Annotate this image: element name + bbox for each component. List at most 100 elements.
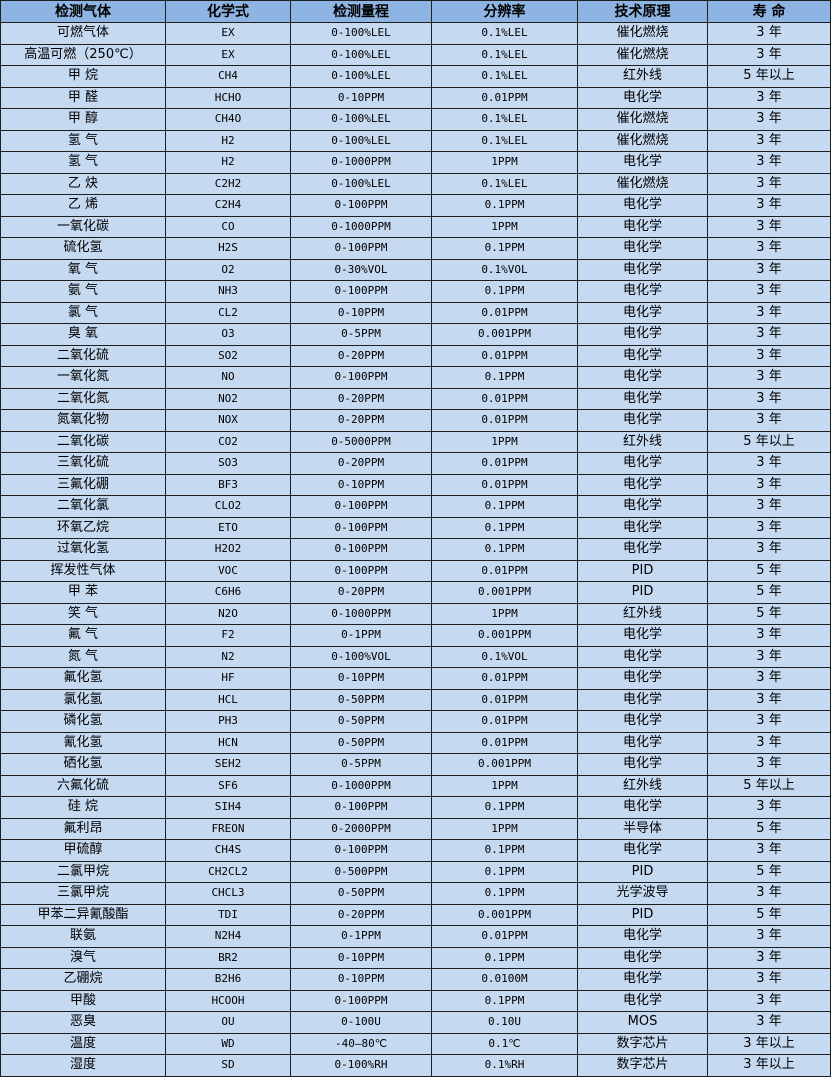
lifespan-cell: 3 年 [707,194,831,217]
principle-cell: 催化燃烧 [577,43,708,66]
formula-cell: C2H4 [165,194,291,217]
table-row: 可燃气体 EX 0-100%LEL 0.1%LEL 催化燃烧 3 年 [0,22,831,45]
formula-cell: CHCL3 [165,882,291,905]
gas-cell: 乙 烯 [0,194,166,217]
formula-cell: SO3 [165,452,291,475]
table-row: 磷化氢 PH3 0-50PPM 0.01PPM 电化学 3 年 [0,710,831,733]
gas-cell: 氟 气 [0,624,166,647]
principle-cell: 电化学 [577,237,708,260]
resolution-cell: 0.1%LEL [431,172,578,195]
table-row: 二氧化硫 SO2 0-20PPM 0.01PPM 电化学 3 年 [0,344,831,367]
table-row: 挥发性气体 VOC 0-100PPM 0.01PPM PID 5 年 [0,559,831,582]
resolution-cell: 0.01PPM [431,473,578,496]
resolution-cell: 1PPM [431,430,578,453]
gas-cell: 过氧化氢 [0,538,166,561]
resolution-cell: 0.01PPM [431,452,578,475]
principle-cell: 电化学 [577,280,708,303]
principle-cell: 电化学 [577,731,708,754]
resolution-cell: 0.0100M [431,968,578,991]
gas-cell: 二氧化氯 [0,495,166,518]
range-cell: 0-10PPM [290,968,432,991]
range-cell: 0-100PPM [290,796,432,819]
gas-cell: 二氧化氮 [0,387,166,410]
lifespan-cell: 5 年 [707,559,831,582]
table-row: 甲 苯 C6H6 0-20PPM 0.001PPM PID 5 年 [0,581,831,604]
lifespan-cell: 3 年 [707,22,831,45]
range-cell: 0-100%LEL [290,43,432,66]
formula-cell: H2 [165,129,291,152]
table-row: 甲酸 HCOOH 0-100PPM 0.1PPM 电化学 3 年 [0,989,831,1012]
gas-cell: 氢 气 [0,151,166,174]
formula-cell: B2H6 [165,968,291,991]
lifespan-cell: 5 年 [707,903,831,926]
resolution-cell: 1PPM [431,602,578,625]
formula-cell: HCN [165,731,291,754]
range-cell: 0-20PPM [290,409,432,432]
formula-cell: H2S [165,237,291,260]
range-cell: 0-100PPM [290,839,432,862]
range-cell: 0-50PPM [290,731,432,754]
formula-cell: ETO [165,516,291,539]
principle-cell: 电化学 [577,645,708,668]
gas-cell: 硒化氢 [0,753,166,776]
header-row: 检测气体 化学式 检测量程 分辨率 技术原理 寿 命 [0,0,831,23]
gas-cell: 一氧化碳 [0,215,166,238]
resolution-cell: 0.1PPM [431,946,578,969]
range-cell: 0-1000PPM [290,774,432,797]
lifespan-cell: 3 年 [707,667,831,690]
range-cell: 0-10PPM [290,946,432,969]
formula-cell: SIH4 [165,796,291,819]
table-row: 甲 烷 CH4 0-100%LEL 0.1%LEL 红外线 5 年以上 [0,65,831,88]
gas-cell: 甲 醇 [0,108,166,131]
lifespan-cell: 3 年 [707,387,831,410]
range-cell: 0-100PPM [290,194,432,217]
range-cell: 0-1PPM [290,925,432,948]
principle-cell: 电化学 [577,538,708,561]
lifespan-cell: 3 年 [707,344,831,367]
range-cell: 0-100PPM [290,280,432,303]
header-gas: 检测气体 [0,0,166,23]
lifespan-cell: 5 年 [707,817,831,840]
lifespan-cell: 3 年 [707,129,831,152]
gas-cell: 二氯甲烷 [0,860,166,883]
table-row: 笑 气 N2O 0-1000PPM 1PPM 红外线 5 年 [0,602,831,625]
principle-cell: 电化学 [577,452,708,475]
gas-cell: 甲硫醇 [0,839,166,862]
resolution-cell: 0.01PPM [431,387,578,410]
resolution-cell: 0.1PPM [431,237,578,260]
table-row: 乙硼烷 B2H6 0-10PPM 0.0100M 电化学 3 年 [0,968,831,991]
formula-cell: OU [165,1011,291,1034]
header-range: 检测量程 [290,0,432,23]
resolution-cell: 0.1PPM [431,366,578,389]
lifespan-cell: 3 年 [707,882,831,905]
gas-cell: 氧 气 [0,258,166,281]
principle-cell: 电化学 [577,301,708,324]
table-row: 一氧化碳 CO 0-1000PPM 1PPM 电化学 3 年 [0,215,831,238]
range-cell: 0-100%LEL [290,129,432,152]
range-cell: 0-5PPM [290,753,432,776]
resolution-cell: 0.1PPM [431,882,578,905]
formula-cell: F2 [165,624,291,647]
table-row: 氢 气 H2 0-1000PPM 1PPM 电化学 3 年 [0,151,831,174]
lifespan-cell: 3 年以上 [707,1054,831,1077]
table-row: 三氯甲烷 CHCL3 0-50PPM 0.1PPM 光学波导 3 年 [0,882,831,905]
range-cell: 0-100PPM [290,538,432,561]
table-row: 氟利昂 FREON 0-2000PPM 1PPM 半导体 5 年 [0,817,831,840]
gas-cell: 三氯甲烷 [0,882,166,905]
resolution-cell: 0.1%LEL [431,108,578,131]
formula-cell: BR2 [165,946,291,969]
gas-cell: 乙 炔 [0,172,166,195]
range-cell: 0-1PPM [290,624,432,647]
gas-cell: 可燃气体 [0,22,166,45]
table-row: 恶臭 OU 0-100U 0.10U MOS 3 年 [0,1011,831,1034]
resolution-cell: 1PPM [431,817,578,840]
table-row: 氟化氢 HF 0-10PPM 0.01PPM 电化学 3 年 [0,667,831,690]
lifespan-cell: 3 年 [707,452,831,475]
principle-cell: 电化学 [577,516,708,539]
principle-cell: 电化学 [577,495,708,518]
range-cell: 0-10PPM [290,667,432,690]
formula-cell: CO [165,215,291,238]
range-cell: 0-100PPM [290,516,432,539]
formula-cell: EX [165,43,291,66]
table-row: 氮 气 N2 0-100%VOL 0.1%VOL 电化学 3 年 [0,645,831,668]
